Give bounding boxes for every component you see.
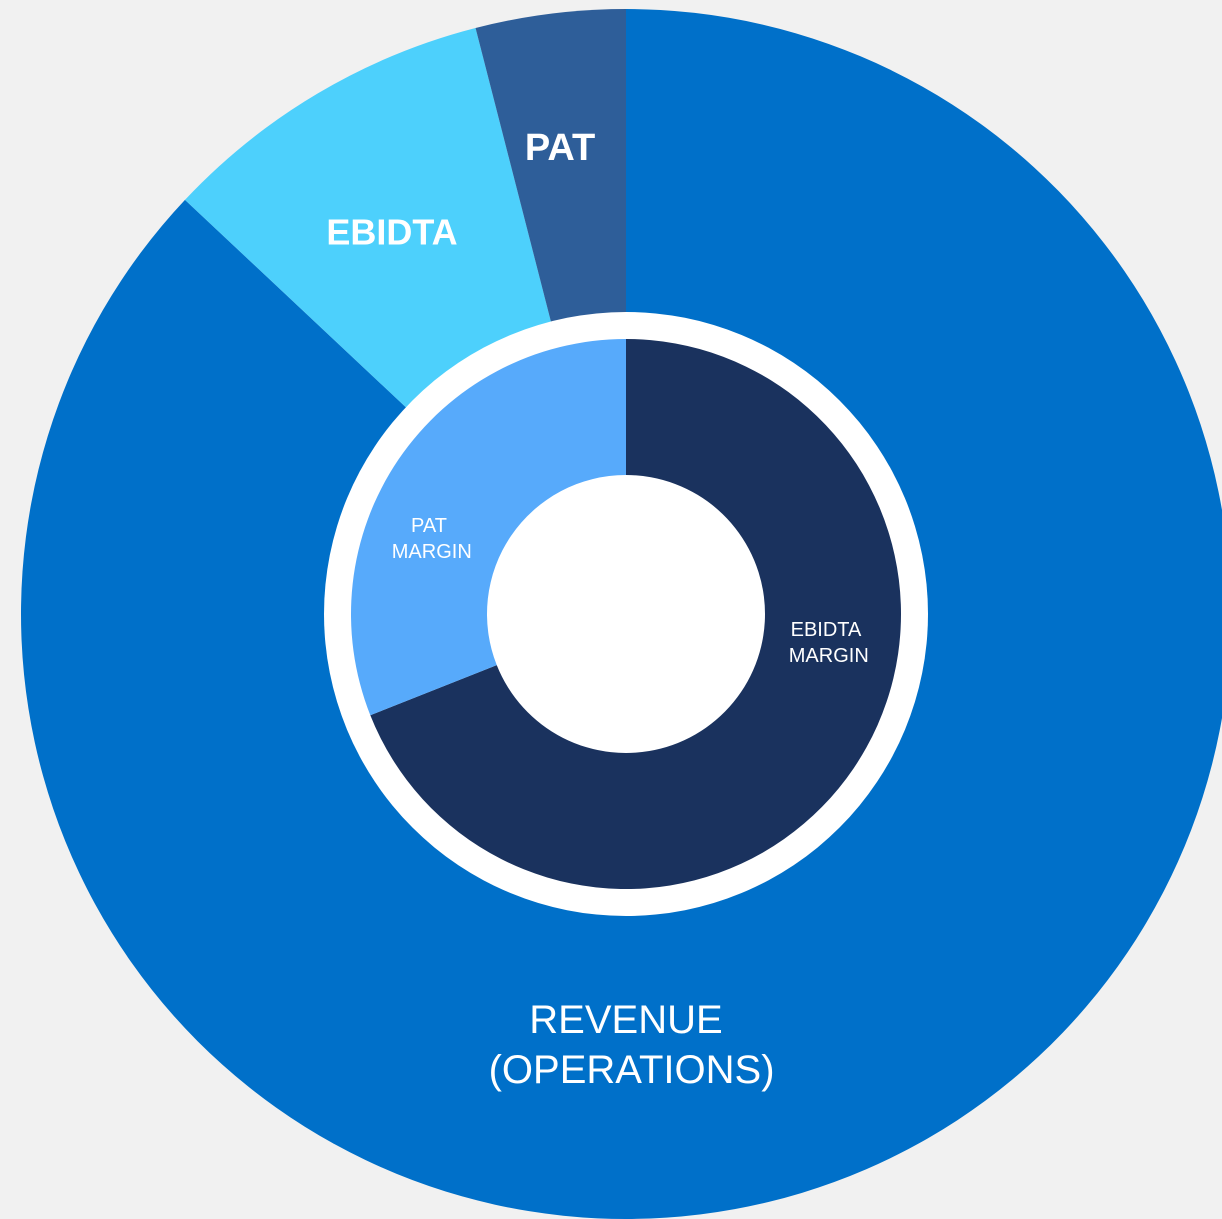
- slice-label: PAT MARGIN: [386, 515, 472, 563]
- slice-label: REVENUE (OPERATIONS): [477, 998, 774, 1092]
- slice-label: EBIDTA MARGIN: [783, 619, 869, 667]
- slice-label: EBIDTA: [326, 212, 457, 253]
- slice-label: PAT: [525, 127, 595, 169]
- inner-donut: [350, 339, 901, 889]
- donut-segment: [350, 339, 626, 716]
- donut-segment: [370, 339, 901, 889]
- labels: REVENUE (OPERATIONS) EBIDTA PAT EBIDTA MARG…: [326, 127, 868, 1092]
